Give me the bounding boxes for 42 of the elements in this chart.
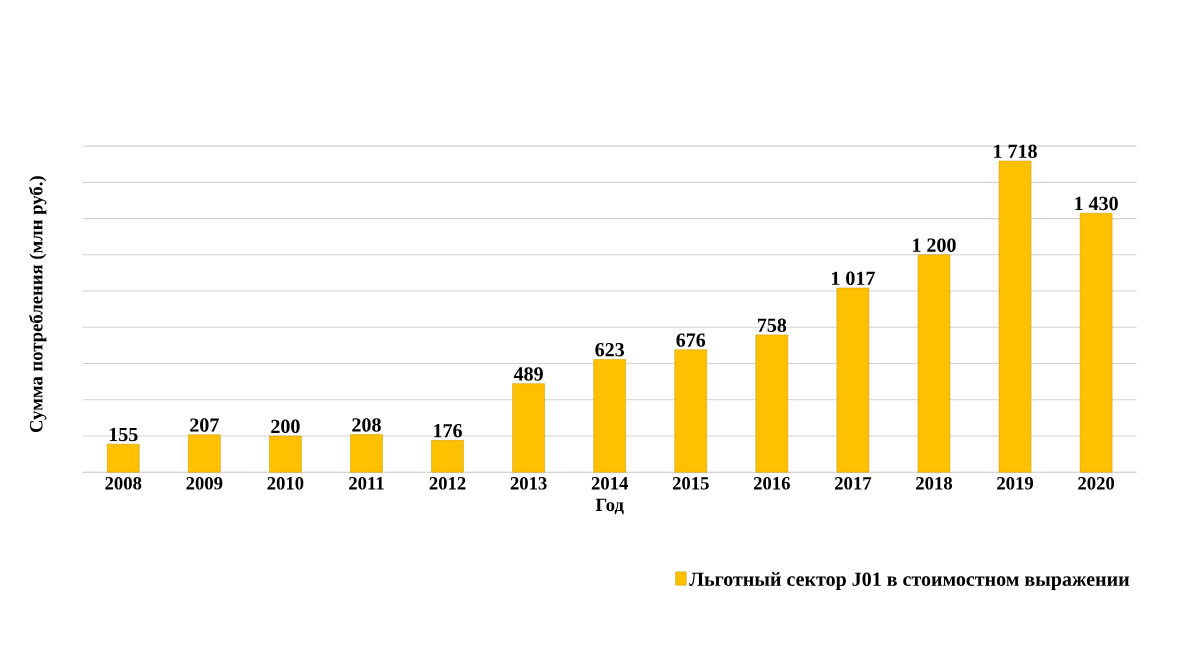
data-label: 1 430: [1075, 196, 1118, 211]
data-label: 623: [595, 343, 624, 357]
data-label: 489: [513, 367, 543, 381]
data-label: 208: [352, 418, 381, 432]
data-label: 1 200: [913, 238, 956, 253]
x-tick-label: 2009: [186, 477, 223, 490]
data-label: 1 718: [994, 144, 1037, 159]
bar: [998, 160, 1032, 473]
bar: [674, 349, 708, 473]
x-tick-label: 2017: [835, 477, 872, 490]
x-axis-title: Год: [595, 498, 624, 515]
x-tick-label: 2015: [672, 477, 709, 490]
data-label: 1 017: [832, 271, 875, 286]
data-label: 155: [109, 428, 138, 442]
data-label: 207: [190, 418, 219, 432]
bar: [512, 383, 545, 473]
bar: [350, 434, 383, 473]
bar: [106, 444, 140, 473]
x-tick-label: 2011: [349, 477, 384, 490]
x-tick-label: 2020: [1078, 477, 1115, 490]
x-tick-label: 2019: [997, 477, 1034, 490]
data-label: 676: [676, 333, 706, 347]
data-label: 758: [757, 318, 787, 333]
x-tick-label: 2014: [591, 477, 629, 490]
x-tick-label: 2012: [429, 477, 466, 490]
legend-label: Льготный сектор J01 в стоимостном выражении: [689, 572, 1130, 591]
data-label: 176: [434, 424, 462, 438]
bar: [188, 434, 221, 473]
bar: [431, 440, 464, 473]
bar: [1079, 213, 1113, 473]
bar: [836, 287, 870, 473]
bar: [755, 334, 789, 473]
bar: [917, 254, 951, 473]
x-tick-label: 2018: [916, 477, 953, 490]
x-tick-label: 2016: [753, 477, 790, 490]
x-tick-label: 2008: [105, 477, 142, 490]
bar: [269, 435, 302, 473]
x-tick-label: 2013: [510, 477, 547, 490]
x-tick-label: 2010: [267, 477, 304, 490]
y-axis-title: Сумма потребления (млн руб.): [28, 176, 47, 433]
bar: [593, 359, 626, 473]
data-label: 200: [271, 419, 300, 434]
